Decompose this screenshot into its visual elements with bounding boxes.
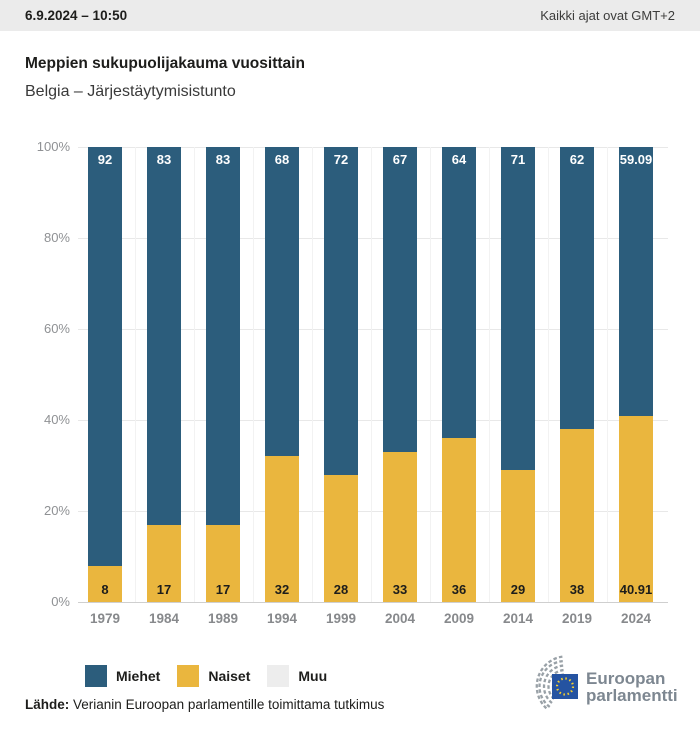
y-tick-label: 0% (51, 594, 70, 609)
y-tick-label: 40% (43, 412, 70, 427)
bar-segment-miehet[interactable] (501, 147, 535, 471)
bar-segment-naiset[interactable] (619, 415, 653, 602)
v-gridline (488, 147, 490, 602)
bar-segment-naiset[interactable] (501, 470, 535, 602)
bar-segment-miehet[interactable] (383, 147, 417, 452)
bar-value-miehet: 83 (156, 152, 172, 167)
bar-value-miehet: 92 (97, 152, 113, 167)
bar-segment-naiset[interactable] (383, 451, 417, 602)
y-tick-label: 20% (43, 503, 70, 518)
bar-segment-miehet[interactable] (147, 147, 181, 525)
bar-segment-naiset[interactable] (442, 438, 476, 602)
legend-swatch (85, 665, 107, 687)
source-line: Lähde: Verianin Euroopan parlamentille t… (25, 697, 384, 712)
source-text: Verianin Euroopan parlamentille toimitta… (73, 697, 385, 712)
bar-value-miehet: 68 (274, 152, 290, 167)
bar-segment-naiset[interactable] (147, 524, 181, 602)
h-gridline (78, 420, 668, 421)
datetime-stamp: 6.9.2024 – 10:50 (25, 8, 128, 23)
bar-value-naiset: 17 (215, 582, 231, 597)
bar-value-miehet: 71 (510, 152, 526, 167)
bar-value-miehet: 67 (392, 152, 408, 167)
bar-value-miehet: 83 (215, 152, 231, 167)
bar-segment-naiset[interactable] (88, 565, 122, 602)
legend-item-naiset[interactable]: Naiset (177, 665, 250, 687)
v-gridline (429, 147, 431, 602)
ep-logo-text-line1: Euroopan (586, 669, 665, 688)
legend-label: Naiset (208, 668, 251, 684)
legend-label: Muu (298, 668, 328, 684)
h-gridline (78, 238, 668, 239)
bar-segment-miehet[interactable] (206, 147, 240, 525)
bar-segment-miehet[interactable] (560, 147, 594, 430)
v-gridline (370, 147, 372, 602)
bar-value-miehet: 62 (569, 152, 585, 167)
v-gridline (134, 147, 136, 602)
bar-value-naiset: 17 (156, 582, 172, 597)
bar-segment-miehet[interactable] (619, 147, 653, 416)
x-tick-label: 2019 (561, 611, 593, 626)
x-tick-label: 1979 (89, 611, 121, 626)
bar-segment-naiset[interactable] (206, 524, 240, 602)
bar-segment-miehet[interactable] (324, 147, 358, 475)
x-tick-label: 2004 (384, 611, 416, 626)
bar-value-naiset: 40.91 (619, 582, 653, 597)
v-gridline (193, 147, 195, 602)
h-gridline (78, 511, 668, 512)
bar-value-naiset: 38 (569, 582, 585, 597)
v-gridline (252, 147, 254, 602)
bar-value-naiset: 8 (101, 582, 109, 597)
h-gridline (78, 147, 668, 148)
legend-swatch (177, 665, 200, 687)
legend-item-muu[interactable]: Muu (267, 665, 327, 687)
v-gridline (547, 147, 549, 602)
legend-label: Miehet (116, 668, 161, 684)
legend: Miehet Naiset Muu (85, 665, 327, 687)
source-label: Lähde: (25, 697, 70, 712)
bar-value-miehet: 59.09 (619, 152, 653, 167)
bar-segment-miehet[interactable] (265, 147, 299, 457)
top-bar: 6.9.2024 – 10:50 Kaikki ajat ovat GMT+2 (0, 0, 700, 31)
bar-segment-naiset[interactable] (560, 429, 594, 602)
bar-value-naiset: 33 (392, 582, 408, 597)
x-tick-label: 1984 (148, 611, 180, 626)
v-gridline (606, 147, 608, 602)
bar-value-miehet: 64 (451, 152, 467, 167)
page-subtitle: Belgia – Järjestäytymisistunto (25, 83, 236, 100)
x-tick-label: 1999 (325, 611, 357, 626)
eu-flag-icon (552, 674, 578, 699)
legend-swatch (267, 665, 290, 687)
bar-segment-naiset[interactable] (324, 474, 358, 602)
bar-value-naiset: 32 (274, 582, 290, 597)
x-tick-label: 1989 (207, 611, 239, 626)
x-tick-label: 2014 (502, 611, 534, 626)
legend-item-miehet[interactable]: Miehet (85, 665, 160, 687)
bar-value-naiset: 36 (451, 582, 467, 597)
v-gridline (311, 147, 313, 602)
y-tick-label: 100% (36, 139, 70, 154)
plot-area: 0% 20% 40% 60% 80% 100% 8 92 1979 17 83 1984 17 83 198… (37, 139, 668, 626)
y-tick-label: 60% (43, 321, 70, 336)
bar-value-naiset: 29 (510, 582, 526, 597)
x-tick-label: 2009 (443, 611, 475, 626)
ep-logo-text-line2: parlamentti (586, 686, 678, 705)
ep-logo: Euroopan parlamentti (535, 655, 678, 710)
page-title: Meppien sukupuolijakauma vuosittain (25, 55, 305, 72)
bar-value-naiset: 28 (333, 582, 349, 597)
h-gridline (78, 602, 668, 603)
h-gridline (78, 329, 668, 330)
x-tick-label: 2024 (620, 611, 652, 626)
x-tick-label: 1994 (266, 611, 298, 626)
bar-segment-naiset[interactable] (265, 456, 299, 602)
bar-value-miehet: 72 (333, 152, 349, 167)
y-tick-label: 80% (43, 230, 70, 245)
timezone-note: Kaikki ajat ovat GMT+2 (540, 8, 675, 23)
bar-segment-miehet[interactable] (442, 147, 476, 439)
bar-segment-miehet[interactable] (88, 147, 122, 566)
